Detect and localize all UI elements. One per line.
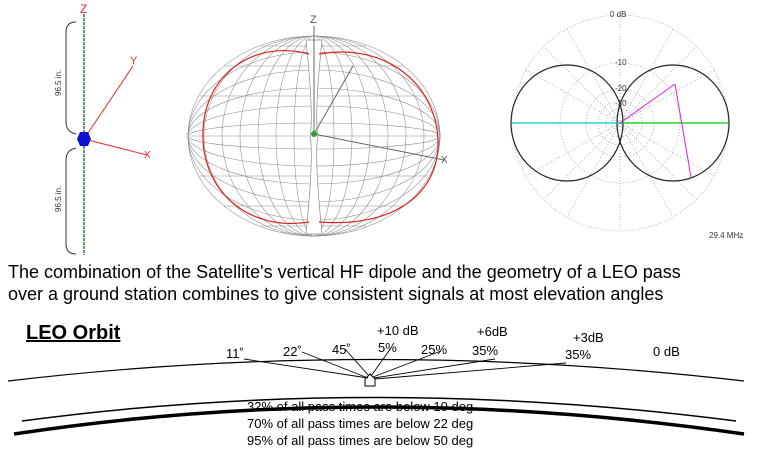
elevation-cut-line bbox=[674, 83, 692, 178]
percent-label-25: 25% bbox=[421, 342, 447, 357]
z-axis-label: Z bbox=[80, 2, 87, 16]
feed-point bbox=[77, 132, 91, 146]
percent-label-5: 5% bbox=[378, 340, 397, 355]
pattern-red-cut-right bbox=[318, 51, 439, 224]
percent-label-35b: 35% bbox=[565, 347, 591, 362]
pass-stat-3: 95% of all pass times are below 50 deg bbox=[247, 433, 474, 448]
x-axis-label: X bbox=[441, 155, 448, 166]
ring-label-10: -10 bbox=[615, 58, 627, 67]
frequency-label: 29.4 MHz bbox=[709, 231, 743, 240]
angle-label-45: 45˚ bbox=[332, 342, 351, 357]
caption-line-1: The combination of the Satellite's verti… bbox=[8, 262, 681, 282]
leo-orbit-diagram: LEO Orbit 11˚ 22˚ 45˚ +10 dB 5% 25% +6dB… bbox=[0, 318, 761, 467]
gain-label-6db: +6dB bbox=[477, 324, 508, 339]
pass-stat-2: 70% of all pass times are below 22 deg bbox=[247, 416, 474, 431]
lower-length-label: 96.5 in. bbox=[54, 186, 63, 212]
polar-plot-panel: 0 dB -10 -20 -30 29.4 MHz bbox=[505, 0, 755, 245]
upper-length-bracket bbox=[65, 21, 77, 135]
angle-label-22: 22˚ bbox=[283, 344, 302, 359]
y-axis-label: Y bbox=[130, 55, 138, 67]
orbit-title: LEO Orbit bbox=[26, 322, 121, 344]
y-axis bbox=[313, 65, 354, 135]
x-axis-label: X bbox=[144, 150, 151, 161]
pattern-red-cut bbox=[202, 50, 310, 224]
elevation-cut-line-2 bbox=[619, 83, 676, 124]
ring-label-30: -30 bbox=[615, 99, 627, 108]
upper-length-label: 96.5 in. bbox=[54, 70, 63, 96]
ring-label-20: -20 bbox=[615, 84, 627, 93]
gain-label-3db: +3dB bbox=[573, 330, 604, 345]
percent-label-35a: 35% bbox=[472, 343, 498, 358]
caption-line-2: over a ground station combines to give c… bbox=[8, 284, 664, 304]
y-axis bbox=[83, 65, 134, 140]
radiation-pattern-3d-panel: Z X bbox=[178, 0, 458, 248]
x-axis bbox=[83, 138, 148, 156]
ring-label-0db: 0 dB bbox=[610, 10, 626, 19]
x-axis bbox=[313, 133, 445, 161]
zenith-gain-label: +10 dB bbox=[377, 323, 419, 338]
antenna-geometry-panel: Z Y X 96.5 in. 96.5 in. bbox=[0, 0, 175, 262]
angle-label-11: 11˚ bbox=[226, 346, 244, 361]
lower-length-bracket bbox=[65, 147, 77, 255]
elevation-sight-lines bbox=[243, 347, 567, 380]
ground-station bbox=[364, 373, 376, 387]
z-axis-label: Z bbox=[310, 14, 317, 26]
caption: The combination of the Satellite's verti… bbox=[8, 261, 758, 305]
pass-stat-1: 32% of all pass times are below 10 deg bbox=[247, 399, 474, 414]
orbit-arc bbox=[7, 358, 745, 382]
gain-label-0db: 0 dB bbox=[653, 344, 680, 359]
origin-marker bbox=[311, 131, 317, 137]
earth-surface bbox=[13, 405, 745, 436]
earth-horizon bbox=[21, 396, 737, 422]
